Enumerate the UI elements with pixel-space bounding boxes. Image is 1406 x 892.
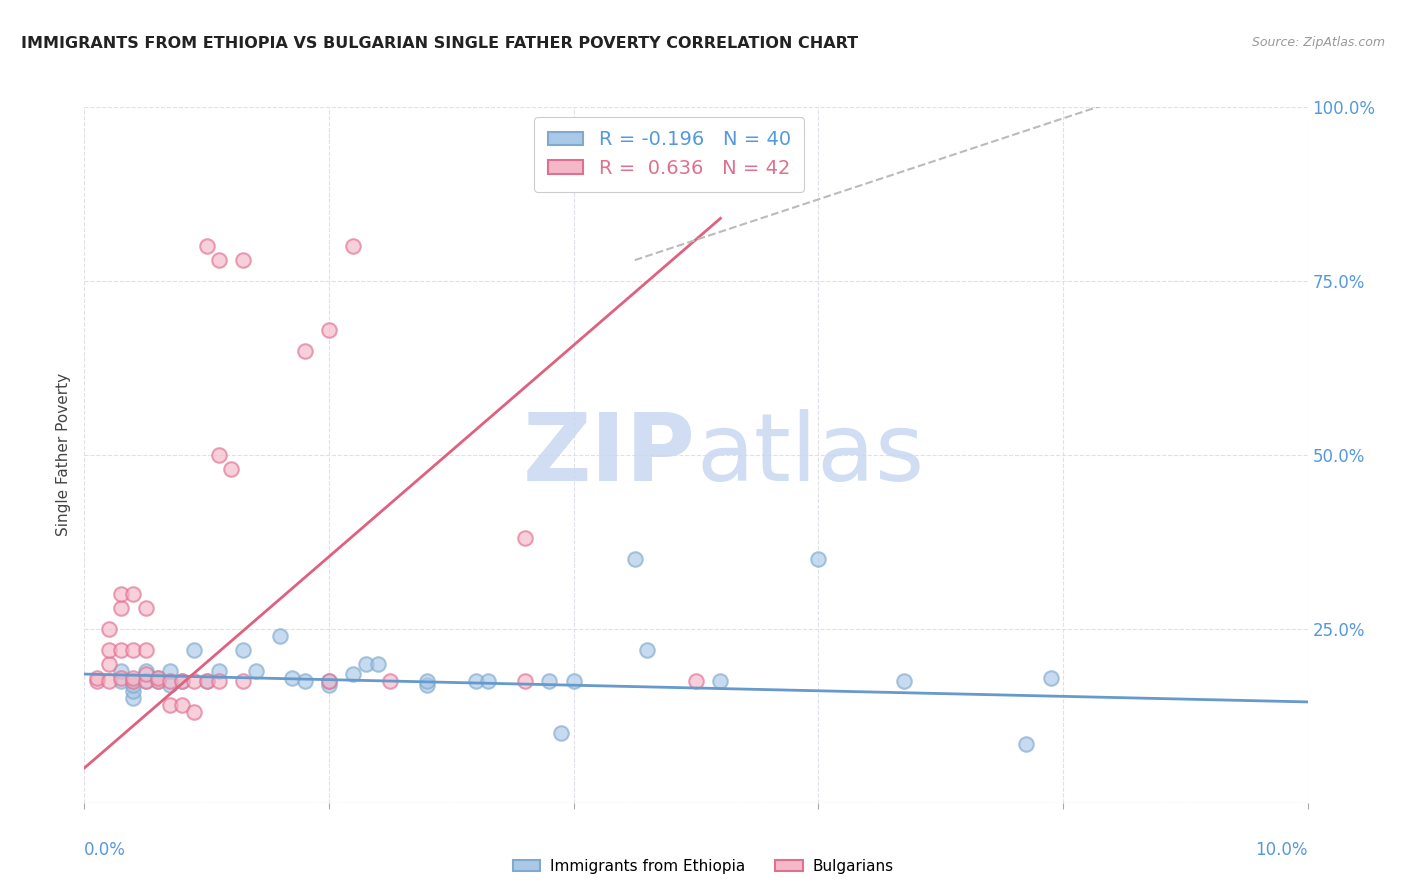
Point xyxy=(1039,671,1062,685)
Point xyxy=(807,552,830,566)
Point xyxy=(893,674,915,689)
Point xyxy=(122,674,145,689)
Point xyxy=(380,674,402,689)
Point xyxy=(562,674,585,689)
Point xyxy=(624,552,647,566)
Point xyxy=(183,674,205,689)
Point xyxy=(110,674,132,689)
Point xyxy=(208,253,231,268)
Point xyxy=(709,674,731,689)
Point xyxy=(367,657,389,671)
Point xyxy=(636,642,658,657)
Point xyxy=(269,629,291,643)
Text: ZIP: ZIP xyxy=(523,409,696,501)
Point xyxy=(232,642,254,657)
Point xyxy=(146,674,169,689)
Point xyxy=(97,622,120,636)
Legend: R = -0.196   N = 40, R =  0.636   N = 42: R = -0.196 N = 40, R = 0.636 N = 42 xyxy=(534,117,804,192)
Point xyxy=(122,674,145,689)
Point xyxy=(208,674,231,689)
Point xyxy=(281,671,304,685)
Y-axis label: Single Father Poverty: Single Father Poverty xyxy=(56,374,72,536)
Point xyxy=(416,674,439,689)
Point xyxy=(342,667,364,681)
Point xyxy=(342,239,364,253)
Point xyxy=(354,657,377,671)
Point xyxy=(122,677,145,691)
Point xyxy=(159,664,181,678)
Point xyxy=(318,674,340,689)
Point xyxy=(97,674,120,689)
Point xyxy=(159,674,181,689)
Point xyxy=(122,684,145,698)
Point xyxy=(110,671,132,685)
Point xyxy=(294,674,316,689)
Point xyxy=(208,448,231,462)
Point xyxy=(110,664,132,678)
Point xyxy=(208,664,231,678)
Point xyxy=(122,587,145,601)
Point xyxy=(135,674,157,689)
Point xyxy=(183,706,205,720)
Point xyxy=(172,674,194,689)
Point xyxy=(245,664,267,678)
Point xyxy=(294,343,316,358)
Point xyxy=(477,674,499,689)
Point xyxy=(232,253,254,268)
Point xyxy=(550,726,572,740)
Point xyxy=(86,671,108,685)
Text: atlas: atlas xyxy=(696,409,924,501)
Point xyxy=(195,674,218,689)
Point xyxy=(122,642,145,657)
Point xyxy=(513,674,536,689)
Point xyxy=(416,677,439,691)
Text: IMMIGRANTS FROM ETHIOPIA VS BULGARIAN SINGLE FATHER POVERTY CORRELATION CHART: IMMIGRANTS FROM ETHIOPIA VS BULGARIAN SI… xyxy=(21,36,858,51)
Point xyxy=(135,667,157,681)
Point xyxy=(97,642,120,657)
Point xyxy=(135,642,157,657)
Legend: Immigrants from Ethiopia, Bulgarians: Immigrants from Ethiopia, Bulgarians xyxy=(506,853,900,880)
Text: 10.0%: 10.0% xyxy=(1256,841,1308,859)
Point xyxy=(172,674,194,689)
Point xyxy=(135,664,157,678)
Point xyxy=(86,674,108,689)
Point xyxy=(172,698,194,713)
Point xyxy=(110,587,132,601)
Point xyxy=(159,698,181,713)
Point xyxy=(464,674,486,689)
Point xyxy=(195,239,218,253)
Point xyxy=(135,674,157,689)
Point xyxy=(195,674,218,689)
Point xyxy=(513,532,536,546)
Point xyxy=(110,601,132,615)
Point xyxy=(685,674,707,689)
Point xyxy=(146,671,169,685)
Point xyxy=(318,674,340,689)
Text: 0.0%: 0.0% xyxy=(84,841,127,859)
Point xyxy=(232,674,254,689)
Point xyxy=(318,323,340,337)
Point xyxy=(97,657,120,671)
Point xyxy=(122,691,145,706)
Point xyxy=(219,462,242,476)
Point xyxy=(183,642,205,657)
Point xyxy=(318,677,340,691)
Point xyxy=(146,674,169,689)
Point xyxy=(1015,737,1038,751)
Point xyxy=(122,671,145,685)
Point xyxy=(135,601,157,615)
Point xyxy=(146,671,169,685)
Point xyxy=(538,674,561,689)
Point xyxy=(110,642,132,657)
Text: Source: ZipAtlas.com: Source: ZipAtlas.com xyxy=(1251,36,1385,49)
Point xyxy=(159,677,181,691)
